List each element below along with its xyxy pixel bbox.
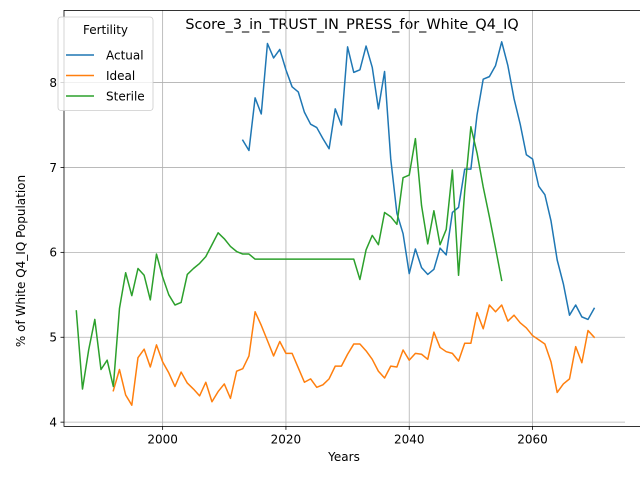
legend-title: Fertility	[83, 23, 128, 37]
series-line-ideal	[112, 304, 596, 406]
y-tick-label: 7	[49, 161, 57, 175]
legend-label-sterile: Sterile	[106, 89, 145, 103]
x-tick-label: 2000	[147, 432, 178, 446]
y-tick-label: 8	[49, 76, 57, 90]
x-axis-ticks: 2000 2020 2040 2060	[147, 426, 548, 446]
x-axis-label: Years	[327, 450, 360, 464]
series-line-actual	[241, 41, 596, 321]
y-axis-label: % of White Q4_IQ Population	[14, 175, 28, 347]
grid-lines	[64, 10, 625, 427]
legend: Fertility Actual Ideal Sterile	[57, 16, 154, 111]
x-tick-label: 2060	[517, 432, 548, 446]
y-tick-label: 6	[49, 246, 57, 260]
y-tick-label: 4	[49, 415, 57, 429]
plot-area	[63, 9, 640, 427]
x-tick-label: 2040	[394, 432, 425, 446]
plot-frame	[63, 9, 640, 427]
legend-label-ideal: Ideal	[106, 69, 135, 83]
legend-label-actual: Actual	[106, 48, 144, 62]
series-lines	[75, 41, 596, 406]
legend-box	[57, 16, 154, 111]
y-tick-label: 5	[49, 331, 57, 345]
series-line-sterile	[75, 125, 503, 390]
x-tick-label: 2020	[271, 432, 302, 446]
chart-title: Score_3_in_TRUST_IN_PRESS_for_White_Q4_I…	[185, 17, 518, 33]
